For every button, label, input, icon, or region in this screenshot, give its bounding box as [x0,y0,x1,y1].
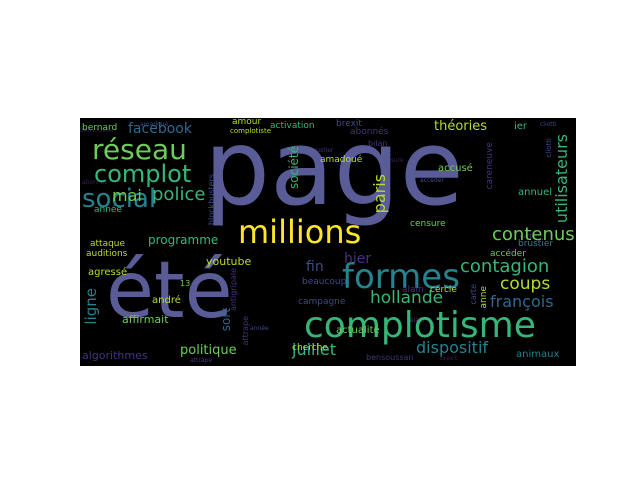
word: bensoussan [80,127,116,134]
word-francois: françois [490,292,554,311]
word-annee: année [94,205,122,215]
word-censure: censure [410,219,446,229]
word-facebook: facebook [128,121,192,137]
word-abonnes: abonnés [350,127,389,137]
word-andre: andré [152,295,181,306]
word-social: social [82,184,157,214]
word-activation: activation [270,121,315,131]
word-page: page [204,118,464,229]
word-campagne: campagne [298,297,346,307]
word: accéder [420,177,444,184]
word-attrape: attrape [241,316,250,346]
word: amadoué [140,121,169,128]
word-paris: paris [370,174,389,214]
word-actualite: actualité [336,325,380,336]
word-contagion: contagion [460,256,550,277]
word-cliotti: cliotti [545,138,553,158]
word-dispositif: dispositif [416,338,489,357]
word-bensoussan: bensoussan [366,353,414,362]
word: brexit [440,355,458,362]
word-ier: ier [514,121,528,132]
word-programme: programme [148,233,219,247]
word: attrape [190,357,213,364]
word-brustier: brustier [518,239,554,249]
word: brustier [310,147,334,154]
word-millions: millions [238,213,362,251]
word-ete: été [106,246,233,336]
word-cercle: cercle [430,285,457,295]
word-mai: mai [112,186,142,205]
word-complotiste: complotiste [230,127,272,135]
word-juillet: juillet [292,340,337,359]
word: censure [380,157,404,164]
word-coups: coups [500,274,551,294]
word-police: police [152,184,206,205]
word: alain [410,317,425,324]
word-cloud: bensoussan amadoué brustier censure accé… [80,118,576,366]
word-animaux: animaux [516,349,560,360]
word-amour: amour [232,118,262,127]
word-contenus: contenus [492,224,575,245]
word-agresse: agressé [88,267,128,278]
word-ligne: ligne [82,288,100,325]
word-theories: théories [434,119,488,134]
word-attaque: attaque [90,239,126,249]
word: abonnés [82,179,108,186]
word-utilisateurs: utilisateurs [552,134,571,224]
word-annuel: annuel [518,187,553,198]
word-blockbusters: blockbusters [207,174,216,226]
word-amadoue: amadoué [320,155,363,165]
word-accuse: accusé [438,163,473,174]
word-youtube: youtube [206,255,252,268]
word: carte [520,233,536,240]
word-carte: carte [469,284,478,305]
word-antigripale: antigripale [229,268,238,312]
word-affirmait: affirmait [122,313,169,326]
word-reseau: réseau [92,133,187,166]
word-alain: alain [402,285,424,295]
word-formes: formes [342,257,460,297]
word-sort: sort [219,308,233,332]
word: année [250,325,269,332]
word-complot: complot [94,160,192,188]
word-hier: hier [344,251,372,267]
word-complotisme: complotisme [304,305,536,346]
word-bilan: bilan [368,139,388,148]
word: cliotti [540,121,557,128]
word-societe: société [287,146,301,189]
word-bernard: bernard [82,123,118,133]
word-anne: anne [479,286,489,309]
word-politique: politique [180,343,237,358]
word-fin: fin [306,259,324,275]
word-careneuve: careneuve [485,142,495,190]
word-beaucoup: beaucoup [302,277,347,287]
word-cherche: cherche [292,343,328,353]
word-auditions: auditions [86,249,128,259]
word-algorithmes: algorithmes [82,349,148,362]
word-acceder: accéder [490,249,526,259]
word-brexit: brexit [336,119,362,129]
word-13: 13 [180,279,191,288]
word-hollande: hollande [370,288,444,308]
